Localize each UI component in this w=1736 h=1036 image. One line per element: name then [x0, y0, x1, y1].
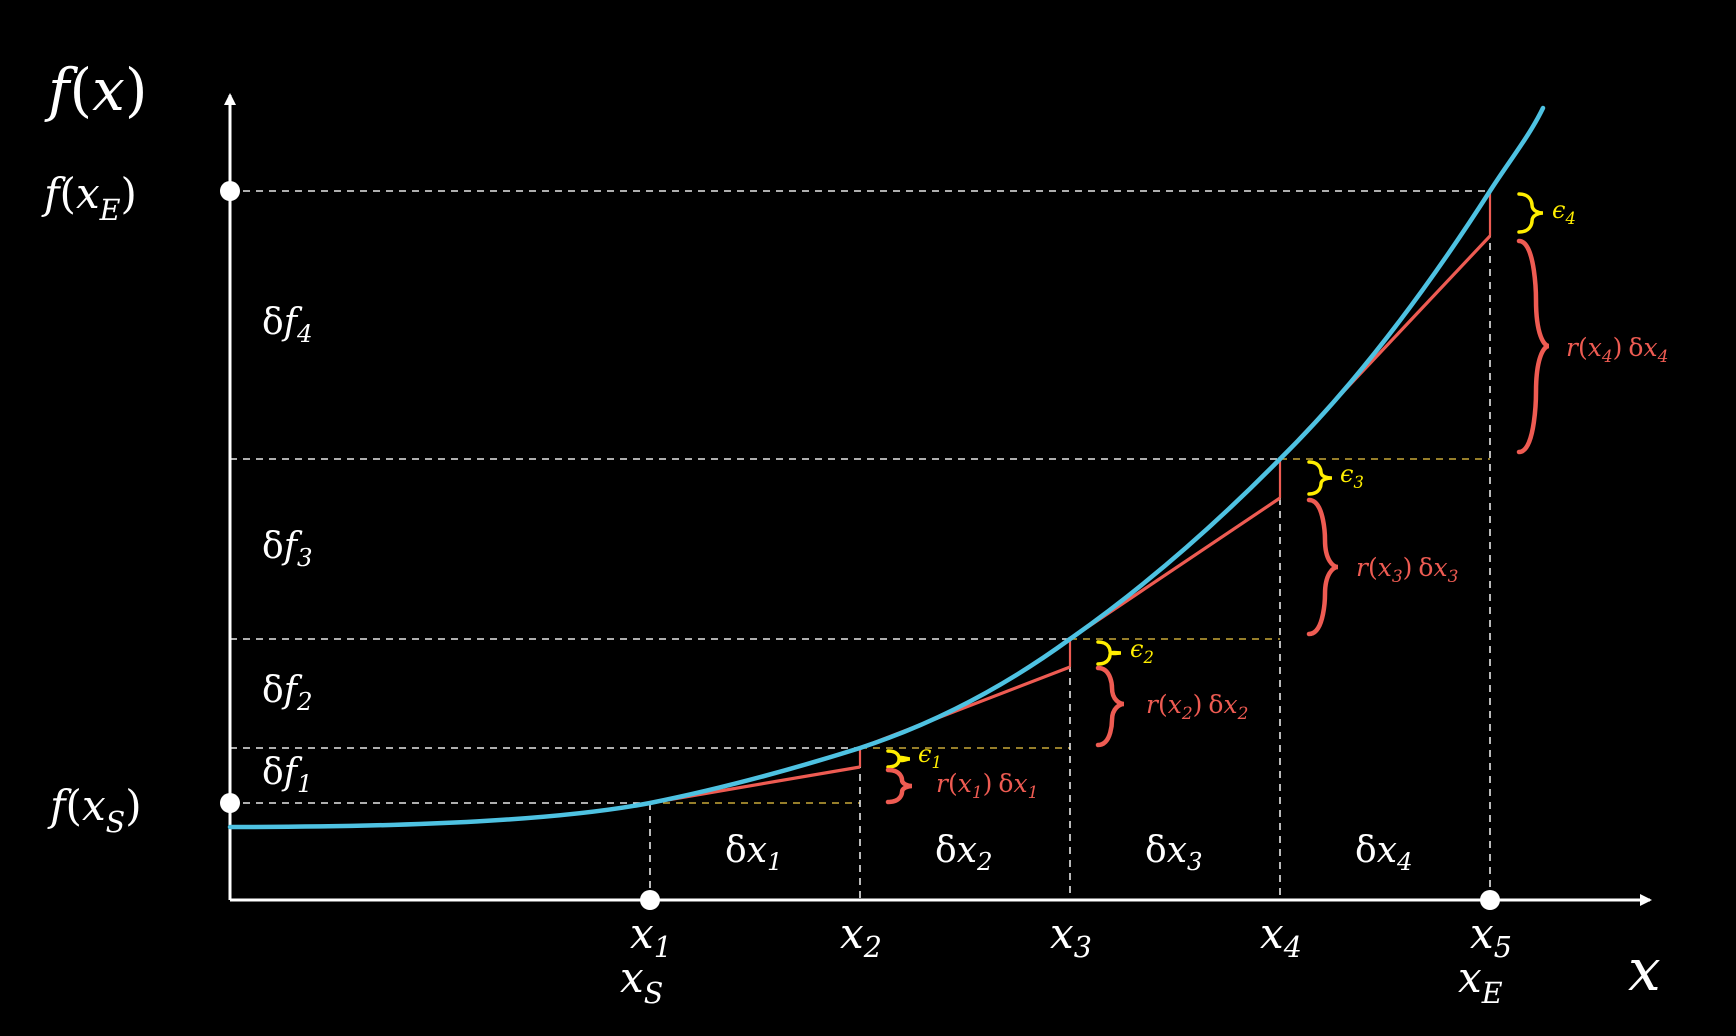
x-tick-4: x4: [1260, 909, 1302, 964]
epsilon-brace-1: [886, 749, 911, 769]
dot-f-xe: [220, 181, 240, 201]
tangent-brace-4: [1516, 238, 1550, 455]
x-axis-label: x: [1628, 936, 1661, 1004]
x-tick-5-alt: xE: [1458, 953, 1503, 1010]
delta-f-2: δf2: [262, 670, 313, 716]
delta-x-4: δx4: [1355, 830, 1413, 876]
delta-f-1: δf1: [262, 752, 313, 798]
y-axis-label: f(x): [44, 56, 147, 124]
tangent-brace-3: [1306, 497, 1339, 637]
tangent-term-2: r(x2) δx2: [1146, 690, 1248, 724]
guide-lines: [230, 190, 1491, 900]
epsilon-label-2: ϵ2: [1130, 635, 1154, 667]
delta-f-4: δf4: [262, 302, 313, 348]
dot-x1: [640, 890, 660, 910]
tangent-term-3: r(x3) δx3: [1356, 553, 1458, 587]
marker-dots: [220, 181, 1500, 910]
epsilon-brace-4: [1517, 192, 1544, 234]
f-xe-label: f(xE): [41, 169, 137, 227]
epsilon-labels: ϵ1 ϵ2 ϵ3 ϵ4: [918, 196, 1576, 772]
epsilon-label-4: ϵ4: [1552, 196, 1576, 228]
dot-f-xs: [220, 793, 240, 813]
axes: [224, 93, 1652, 906]
epsilon-brace-3: [1307, 460, 1333, 496]
x-tick-labels: x1 xS x2 x3 x4 x5 xE: [620, 909, 1512, 1010]
tangent-segments: [649, 191, 1492, 805]
x-tick-1-alt: xS: [620, 953, 663, 1010]
dot-x5: [1480, 890, 1500, 910]
delta-f-labels: δf1 δf2 δf3 δf4: [262, 302, 313, 798]
epsilon-label-3: ϵ3: [1340, 460, 1364, 492]
tangent-term-1: r(x1) δx1: [936, 769, 1038, 803]
tangent-brace-1: [885, 767, 913, 805]
epsilon-brace-2: [1096, 640, 1122, 666]
epsilon-braces: [886, 192, 1544, 769]
x-tick-2: x2: [840, 909, 882, 964]
x-tick-3: x3: [1050, 909, 1092, 964]
x-tick-1: x1: [630, 909, 672, 964]
f-xs-label: f(xS): [47, 781, 142, 839]
x-tick-5: x5: [1470, 909, 1512, 964]
delta-x-1: δx1: [725, 830, 783, 876]
tangent-brace-2: [1095, 665, 1125, 748]
delta-x-3: δx3: [1145, 830, 1203, 876]
tangent-braces: [885, 238, 1550, 805]
delta-f-3: δf3: [262, 526, 313, 572]
tangent-term-labels: r(x1) δx1 r(x2) δx2 r(x3) δx3 r(x4) δx4: [936, 333, 1668, 803]
delta-x-2: δx2: [935, 830, 993, 876]
delta-x-labels: δx1 δx2 δx3 δx4: [725, 830, 1413, 876]
epsilon-label-1: ϵ1: [918, 740, 942, 772]
tangent-term-4: r(x4) δx4: [1566, 333, 1668, 367]
function-curve: [227, 105, 1546, 830]
